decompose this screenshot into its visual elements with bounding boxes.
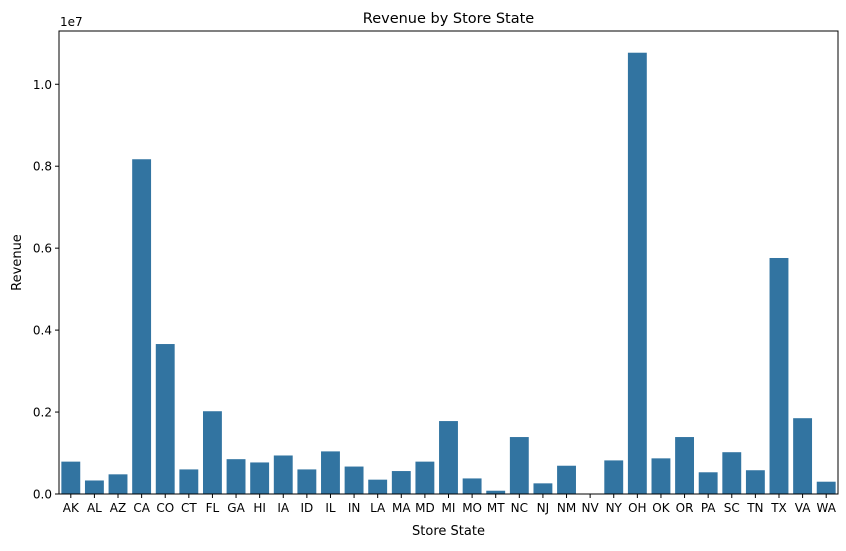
- x-tick-label: OH: [628, 501, 646, 515]
- bar-az: [108, 474, 128, 494]
- bar-tx: [769, 257, 789, 494]
- x-tick-label: NM: [557, 501, 576, 515]
- x-tick-label: VA: [795, 501, 811, 515]
- plot-frame: [58, 30, 839, 495]
- y-tick-label: 0.2: [33, 406, 52, 420]
- bar-oh: [627, 52, 647, 494]
- bar-tn: [745, 470, 765, 494]
- x-tick-label: TX: [770, 501, 787, 515]
- bar-in: [344, 466, 364, 494]
- bar-ct: [179, 469, 199, 494]
- x-tick-label: NV: [582, 501, 600, 515]
- x-tick-label: MI: [442, 501, 456, 515]
- y-tick-label: 0.8: [33, 160, 52, 174]
- bar-pa: [698, 472, 718, 494]
- bar-va: [793, 418, 813, 494]
- bar-fl: [202, 411, 222, 494]
- bar-nj: [533, 483, 553, 494]
- bar-ma: [391, 471, 411, 494]
- y-tick-label: 0.6: [33, 242, 52, 256]
- bar-mt: [486, 490, 506, 494]
- x-tick-label: IA: [277, 501, 290, 515]
- x-axis-ticks: AK AL AZ CA CO CT FL GA HI IA ID IL IN LA MA MD MI MO MT NC…: [63, 494, 837, 515]
- x-tick-label: MO: [462, 501, 482, 515]
- x-axis-label: Store State: [412, 524, 485, 539]
- bar-sc: [722, 452, 742, 494]
- x-tick-label: MD: [415, 501, 435, 515]
- y-tick-label: 0.0: [33, 488, 52, 502]
- x-tick-label: IL: [325, 501, 336, 515]
- bar-ca: [132, 159, 152, 495]
- x-tick-label: HI: [253, 501, 266, 515]
- bar-nc: [509, 437, 529, 494]
- x-tick-label: PA: [701, 501, 716, 515]
- x-tick-label: NY: [606, 501, 623, 515]
- x-tick-label: FL: [206, 501, 220, 515]
- bar-la: [368, 479, 388, 494]
- x-tick-label: CO: [156, 501, 174, 515]
- y-axis-offset-label: 1e7: [60, 15, 83, 29]
- x-tick-label: AL: [87, 501, 102, 515]
- x-tick-label: AZ: [110, 501, 126, 515]
- bar-ak: [61, 461, 81, 494]
- x-tick-label: NC: [511, 501, 528, 515]
- x-tick-label: OK: [652, 501, 670, 515]
- bar-md: [415, 461, 435, 494]
- bar-al: [84, 480, 104, 494]
- x-tick-label: IN: [348, 501, 361, 515]
- bar-mi: [439, 421, 458, 494]
- bar-ia: [273, 455, 293, 494]
- x-tick-label: GA: [227, 501, 245, 515]
- x-tick-label: NJ: [537, 501, 550, 515]
- y-tick-label: 0.4: [33, 324, 52, 338]
- bar-ga: [226, 459, 246, 494]
- bar-ny: [604, 460, 624, 494]
- x-tick-label: ID: [300, 501, 313, 515]
- x-tick-label: CA: [133, 501, 150, 515]
- x-tick-label: TN: [746, 501, 763, 515]
- chart-title: Revenue by Store State: [363, 11, 535, 27]
- bar-or: [675, 437, 695, 494]
- x-tick-label: LA: [370, 501, 386, 515]
- x-tick-label: MA: [392, 501, 411, 515]
- x-tick-label: WA: [816, 501, 836, 515]
- bar-ok: [651, 458, 671, 494]
- y-axis-label: Revenue: [10, 234, 25, 291]
- bar-mo: [462, 478, 482, 494]
- x-tick-label: MT: [487, 501, 505, 515]
- x-tick-label: CT: [181, 501, 197, 515]
- bar-hi: [250, 462, 270, 494]
- bar-id: [297, 469, 317, 494]
- y-axis-ticks: 0.0 0.2 0.4 0.6 0.8 1.0: [33, 78, 59, 502]
- y-tick-label: 1.0: [33, 78, 52, 92]
- bar-nm: [557, 465, 576, 494]
- bar-il: [321, 451, 340, 494]
- bar-wa: [816, 481, 836, 494]
- x-tick-label: OR: [676, 501, 694, 515]
- x-tick-label: AK: [63, 501, 80, 515]
- bars-group: [61, 52, 836, 495]
- x-tick-label: SC: [724, 501, 740, 515]
- bar-co: [155, 344, 175, 494]
